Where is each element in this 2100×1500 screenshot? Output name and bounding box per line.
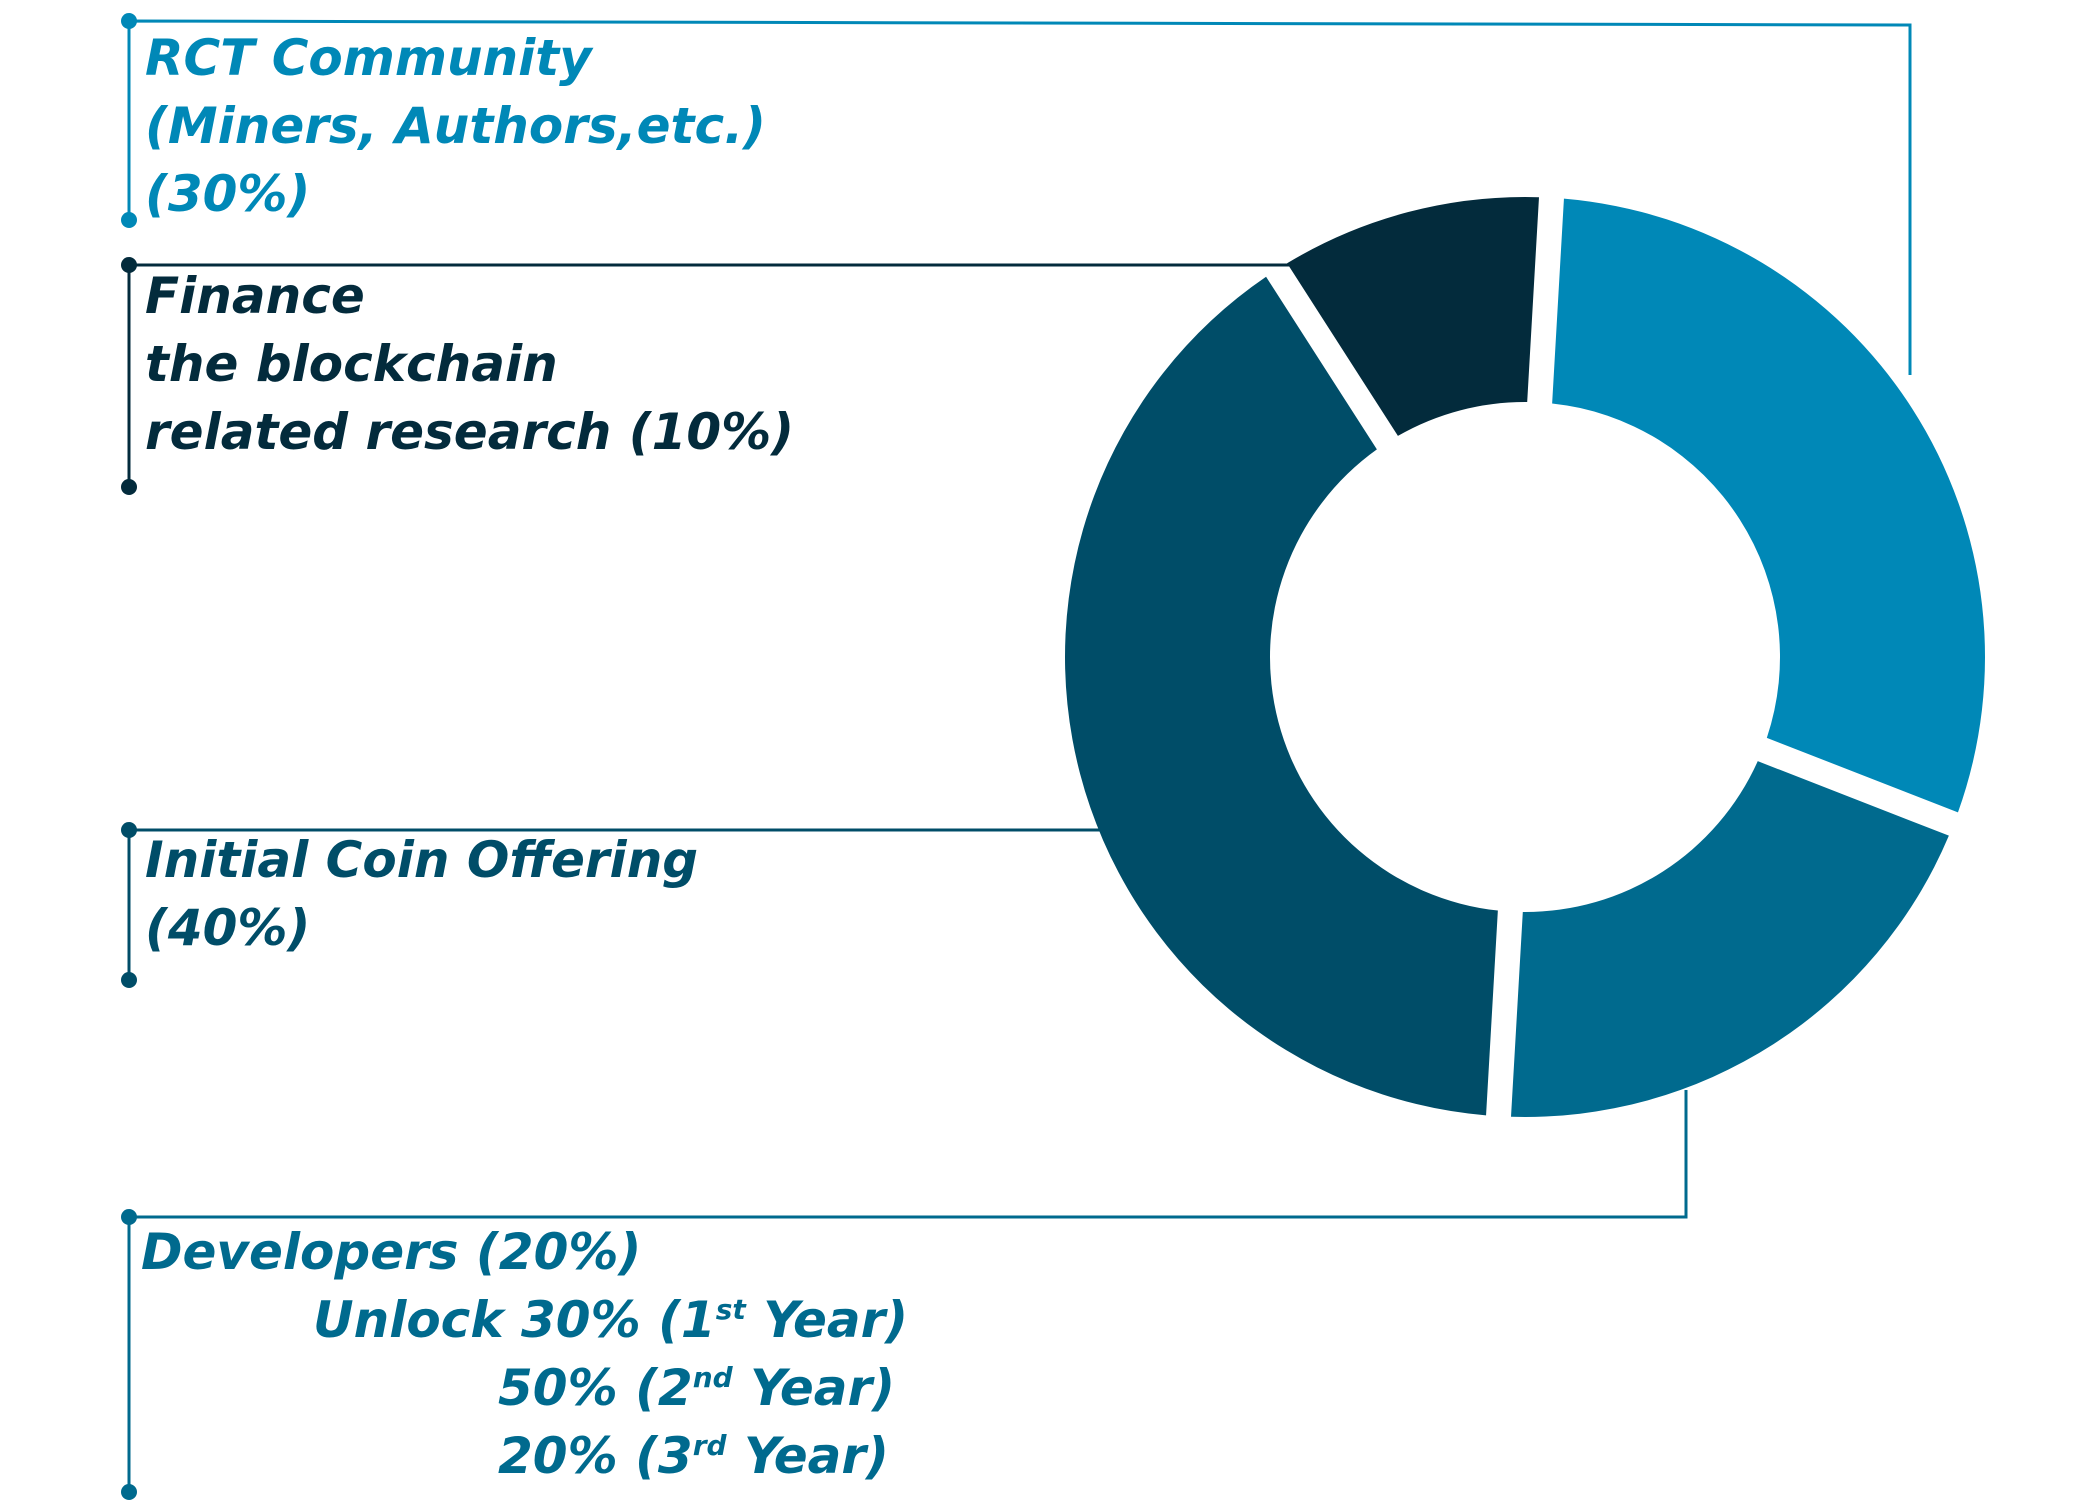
label-finance-research: Finance the blockchain related research … <box>145 262 794 466</box>
label-rct-community-line3: (30%) <box>145 165 311 223</box>
leader-dot-developers-bottom <box>121 1484 137 1500</box>
label-finance-line1: Finance <box>145 267 365 325</box>
leader-dot-rct-community-bottom <box>121 212 137 228</box>
donut-slice-developers <box>1511 761 1949 1117</box>
label-rct-community-line2: (Miners, Authors,etc.) <box>145 97 766 155</box>
unlock-2-suffix: Year) <box>732 1359 896 1417</box>
label-finance-line3: related research (10%) <box>145 403 795 461</box>
label-finance-line2: the blockchain <box>145 335 558 393</box>
leader-lines <box>121 13 1912 1500</box>
leader-dot-ico-bottom <box>121 972 137 988</box>
donut-slice-rct-community <box>1552 198 1985 813</box>
label-rct-community: RCT Community (Miners, Authors,etc.) (30… <box>145 24 766 228</box>
unlock-2-prefix: 50% (2 <box>498 1359 693 1417</box>
label-ico-line1: Initial Coin Offering <box>145 831 699 889</box>
leader-dot-ico-top <box>121 822 137 838</box>
label-developers-unlock-3: 20% (3rd Year) <box>141 1422 908 1490</box>
unlock-3-suffix: Year) <box>726 1427 889 1485</box>
label-developers: Developers (20%) Unlock 30% (1st Year) 5… <box>141 1218 908 1490</box>
label-ico-line2: (40%) <box>145 899 311 957</box>
label-initial-coin-offering: Initial Coin Offering (40%) <box>145 826 698 962</box>
unlock-3-sup: rd <box>692 1429 727 1462</box>
leader-dot-finance-bottom <box>121 479 137 495</box>
label-developers-unlock-1: Unlock 30% (1st Year) <box>141 1286 908 1354</box>
unlock-1-prefix: Unlock 30% (1 <box>313 1291 716 1349</box>
donut-slice-initial-coin-offering <box>1065 276 1498 1116</box>
unlock-2-sup: nd <box>692 1361 733 1394</box>
leader-dot-developers-top <box>121 1209 137 1225</box>
label-developers-line1: Developers (20%) <box>141 1223 642 1281</box>
unlock-1-suffix: Year) <box>745 1291 909 1349</box>
leader-line-rct-community <box>127 19 1912 375</box>
label-developers-unlock-2: 50% (2nd Year) <box>141 1354 908 1422</box>
label-rct-community-line1: RCT Community <box>145 29 592 87</box>
leader-dot-finance-top <box>121 257 137 273</box>
unlock-3-prefix: 20% (3 <box>498 1427 693 1485</box>
unlock-1-sup: st <box>715 1293 746 1326</box>
leader-line-developers <box>127 1090 1688 1492</box>
donut-slices <box>1065 196 1985 1117</box>
donut-slice-finance-the-blockchain-related-research <box>1287 196 1539 436</box>
leader-dot-rct-community-top <box>121 13 137 29</box>
